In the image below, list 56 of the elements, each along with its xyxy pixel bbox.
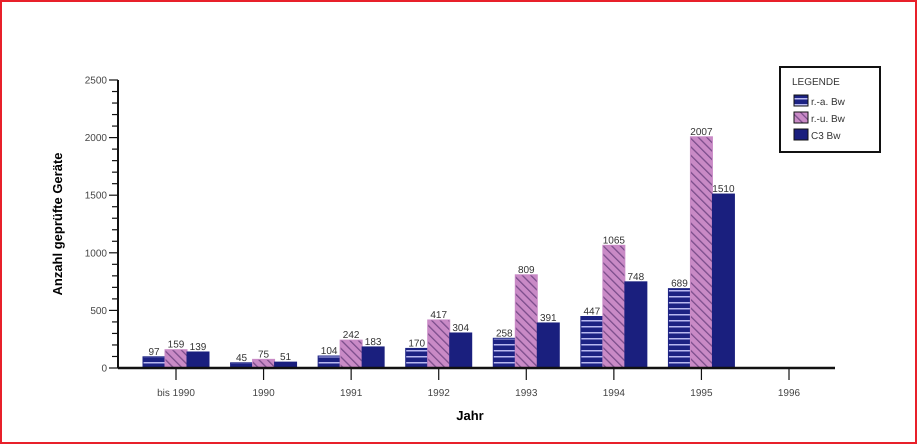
data-label: 1065: [602, 235, 626, 246]
bar: [712, 194, 735, 368]
data-label: 242: [342, 330, 360, 342]
y-tick-label: 1500: [84, 190, 108, 202]
y-tick-label: 0: [101, 364, 108, 374]
bar: [186, 351, 210, 368]
data-label: 139: [190, 342, 207, 353]
bar: [340, 340, 363, 368]
data-label: 689: [671, 278, 688, 290]
y-tick-label: 500: [90, 306, 108, 317]
data-label: 258: [496, 328, 514, 340]
x-tick-label: 1996: [778, 388, 801, 399]
data-label: 170: [408, 338, 426, 350]
bar: [427, 319, 450, 368]
x-tick-label: 1991: [340, 388, 363, 399]
data-label: 809: [518, 264, 536, 276]
bar: [362, 346, 385, 368]
bar: [668, 288, 691, 368]
y-tick-label: 1000: [84, 248, 108, 260]
data-label: 391: [540, 312, 558, 324]
bar: [164, 349, 188, 368]
data-label: 75: [258, 349, 270, 360]
x-tick-label: 1995: [690, 388, 713, 399]
bar: [602, 244, 626, 368]
bar: [580, 316, 604, 368]
bar: [624, 281, 648, 368]
data-label: 748: [628, 272, 645, 283]
x-tick-label: 1990: [252, 388, 276, 399]
x-tick-label: 1993: [515, 388, 538, 399]
data-label: 51: [280, 352, 292, 364]
bar: [492, 338, 516, 368]
data-label: 447: [584, 306, 601, 318]
bar: [690, 136, 713, 368]
legend-label: C3 Bw: [811, 131, 842, 142]
bar: [514, 274, 538, 368]
bar: [449, 332, 472, 368]
data-label: 97: [148, 346, 160, 358]
y-tick-label: 2000: [84, 133, 108, 144]
legend-title: LEGENDE: [792, 77, 840, 88]
data-label: 417: [430, 310, 448, 321]
data-label: 304: [452, 322, 470, 334]
data-label: 45: [236, 352, 248, 364]
y-axis-title: Anzahl geprüfte Geräte: [50, 152, 65, 296]
data-label: 183: [364, 336, 382, 348]
data-label: 1510: [712, 184, 735, 196]
x-axis-title: Jahr: [456, 408, 484, 423]
data-label: 2007: [690, 126, 713, 138]
legend-label: r.-a. Bw: [811, 97, 846, 108]
x-tick-label: bis 1990: [157, 388, 196, 399]
y-tick-label: 2500: [84, 76, 108, 86]
data-label: 104: [320, 346, 338, 358]
legend-label: r.-u. Bw: [811, 114, 846, 125]
x-tick-label: 1992: [428, 388, 450, 399]
x-tick-label: 1994: [602, 388, 626, 399]
bar: [536, 322, 560, 368]
data-label: 159: [168, 340, 185, 351]
